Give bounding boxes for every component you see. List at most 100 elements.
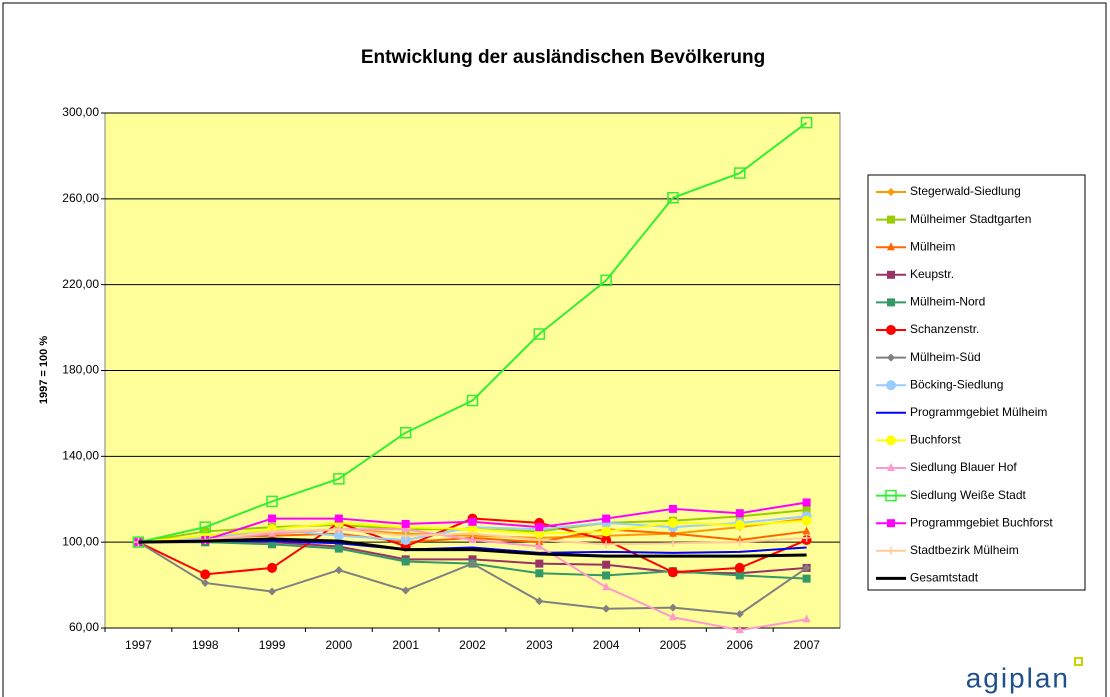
- marker: [535, 523, 544, 532]
- legend-label: Mülheim: [910, 239, 955, 253]
- legend-label: Böcking-Siedlung: [910, 377, 1003, 391]
- legend-label: Stadtbezirk Mülheim: [910, 543, 1019, 557]
- marker: [667, 192, 679, 204]
- marker: [602, 560, 611, 569]
- marker: [466, 394, 479, 407]
- marker: [400, 535, 411, 546]
- marker: [668, 528, 677, 537]
- x-tick-label: 1999: [259, 638, 286, 652]
- marker: [601, 526, 612, 537]
- legend-label: Mülheimer Stadtgarten: [910, 212, 1031, 226]
- marker: [801, 515, 812, 526]
- marker: [887, 546, 895, 555]
- x-tick-label: 2000: [326, 638, 353, 652]
- marker: [734, 520, 745, 530]
- legend-label: Gesamtstadt: [910, 571, 979, 585]
- marker: [602, 604, 611, 613]
- marker: [887, 298, 895, 307]
- y-tick-label: 180,00: [62, 363, 99, 377]
- marker: [602, 514, 611, 523]
- x-tick-label: 2007: [793, 638, 820, 652]
- logo: agiplan: [966, 662, 1070, 693]
- marker: [886, 325, 896, 335]
- marker: [268, 527, 277, 536]
- marker: [802, 563, 811, 572]
- marker: [602, 540, 611, 549]
- marker: [735, 610, 744, 619]
- marker: [334, 566, 343, 575]
- marker: [802, 533, 811, 542]
- marker: [199, 521, 211, 533]
- x-tick-label: 2004: [593, 638, 620, 652]
- marker: [535, 569, 544, 578]
- marker: [333, 473, 345, 485]
- series-line: [138, 537, 807, 558]
- x-tick-label: 1997: [125, 638, 152, 652]
- marker: [802, 498, 811, 507]
- marker: [200, 569, 211, 580]
- marker: [802, 614, 811, 623]
- x-tick-label: 2001: [392, 638, 419, 652]
- y-tick-label: 300,00: [62, 105, 99, 119]
- marker: [735, 538, 744, 547]
- y-axis-label: 1997 = 100 %: [38, 336, 50, 404]
- marker: [399, 426, 412, 439]
- legend-label: Stegerwald-Siedlung: [910, 184, 1021, 198]
- marker: [668, 612, 677, 621]
- legend-label: Schanzenstr.: [910, 322, 979, 336]
- marker: [887, 242, 895, 251]
- marker: [668, 539, 677, 548]
- marker: [334, 544, 343, 553]
- legend-label: Mülheim-Süd: [910, 350, 981, 364]
- marker: [668, 504, 677, 513]
- marker: [266, 495, 278, 508]
- marker: [887, 463, 895, 471]
- x-tick-label: 2006: [726, 638, 753, 652]
- marker: [601, 535, 612, 546]
- x-tick-label: 2003: [526, 638, 553, 652]
- marker: [602, 571, 611, 580]
- x-tick-label: 1998: [192, 638, 219, 652]
- marker: [401, 586, 410, 595]
- marker: [735, 509, 744, 518]
- marker: [268, 540, 277, 549]
- marker: [334, 514, 343, 523]
- marker: [401, 519, 410, 528]
- marker: [535, 541, 544, 550]
- legend-label: Keupstr.: [910, 267, 954, 281]
- marker: [886, 435, 896, 446]
- series-line: [138, 121, 808, 544]
- marker: [802, 505, 811, 514]
- x-tick-label: 2002: [459, 638, 486, 652]
- marker: [887, 215, 895, 224]
- marker: [533, 328, 546, 340]
- marker: [602, 582, 611, 591]
- legend-label: Siedlung Weiße Stadt: [910, 488, 1027, 502]
- marker: [668, 603, 677, 612]
- marker: [802, 574, 811, 583]
- marker: [468, 517, 477, 526]
- marker: [734, 167, 746, 179]
- y-tick-label: 140,00: [62, 449, 99, 463]
- y-tick-label: 260,00: [62, 191, 99, 205]
- legend-box: [867, 174, 1086, 591]
- legend-label: Siedlung Blauer Hof: [910, 460, 1017, 474]
- marker: [535, 536, 544, 545]
- marker: [887, 519, 895, 528]
- marker: [535, 597, 544, 606]
- marker: [800, 116, 813, 129]
- marker: [467, 524, 478, 535]
- marker: [734, 562, 745, 573]
- marker: [401, 557, 410, 566]
- marker: [333, 530, 344, 541]
- legend-label: Mülheim-Nord: [910, 295, 985, 309]
- marker: [401, 531, 410, 540]
- chart-title: Entwicklung der ausländischen Bevölkerun…: [361, 47, 765, 68]
- logo-mark: [1074, 657, 1083, 666]
- marker: [735, 625, 744, 634]
- marker: [600, 274, 612, 287]
- marker: [887, 270, 895, 279]
- marker: [201, 578, 210, 587]
- marker: [885, 489, 897, 502]
